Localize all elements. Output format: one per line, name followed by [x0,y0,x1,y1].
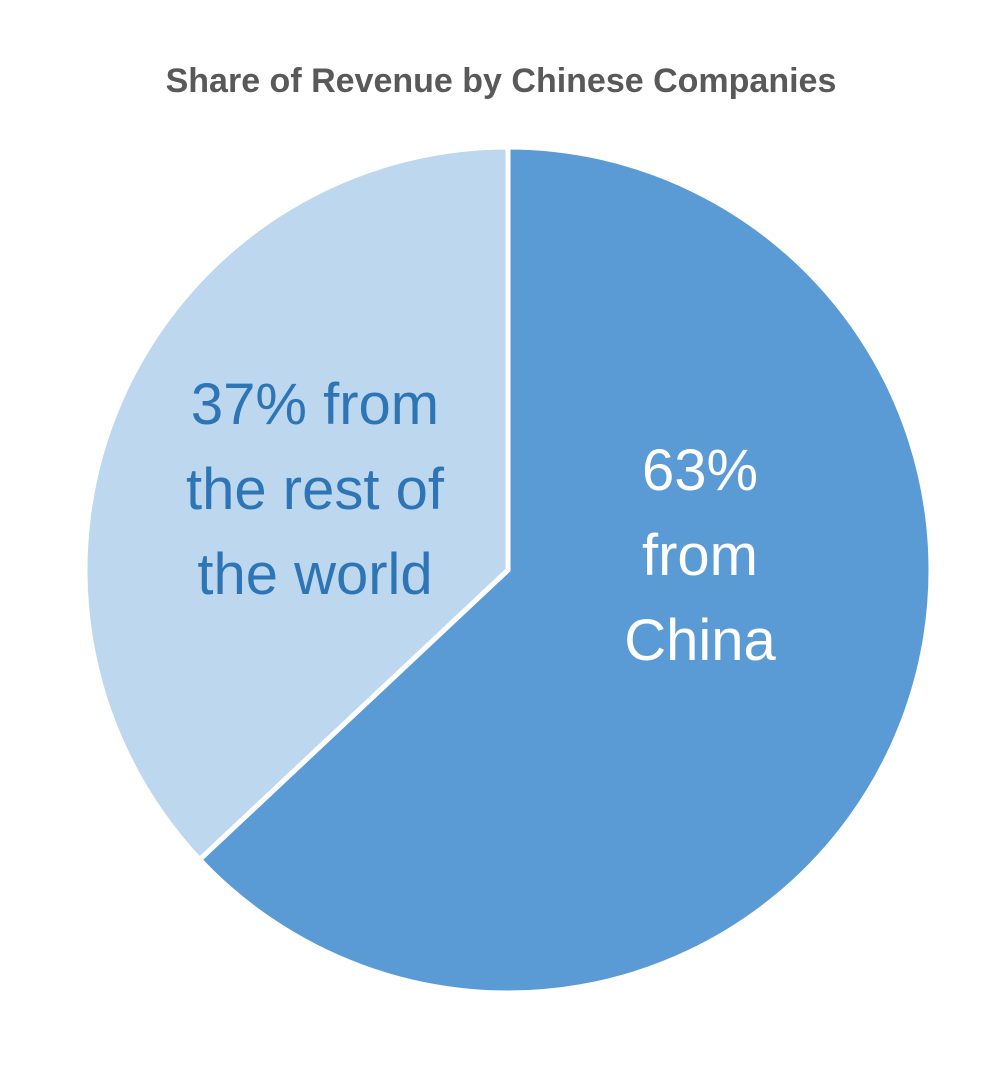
pie-slice-0 [197,144,934,996]
slice-label-china: 63% from China [624,438,776,673]
slice-label-rest-of-world: 37% from the rest of the world [186,372,444,607]
pie-slice-1 [82,144,511,863]
chart-title: Share of Revenue by Chinese Companies [165,62,837,100]
